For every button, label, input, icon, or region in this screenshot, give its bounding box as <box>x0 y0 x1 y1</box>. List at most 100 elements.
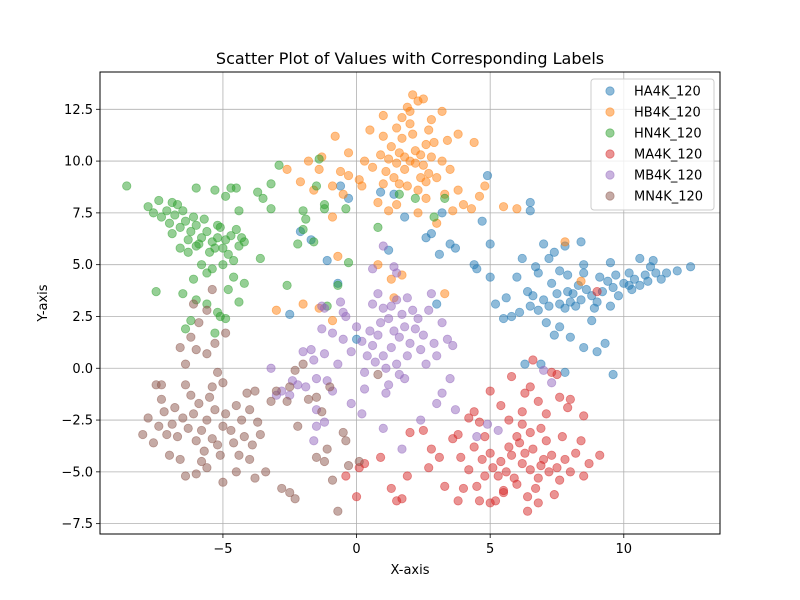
y-tick-label: −7.5 <box>61 517 93 532</box>
data-point <box>402 351 412 361</box>
legend-entry: HA4K_120 <box>605 85 701 100</box>
data-point <box>237 415 247 425</box>
data-point <box>560 237 570 247</box>
data-point <box>285 487 295 498</box>
data-point <box>381 363 391 373</box>
data-point <box>242 388 252 398</box>
data-point <box>311 392 322 402</box>
data-point <box>440 289 450 299</box>
data-point <box>154 195 164 206</box>
data-point <box>418 160 428 170</box>
data-point <box>469 442 479 452</box>
data-point <box>587 316 597 326</box>
data-point <box>474 417 485 427</box>
data-point <box>456 452 466 462</box>
data-point <box>400 322 410 332</box>
legend-marker <box>605 149 615 159</box>
data-point <box>429 137 439 148</box>
data-point <box>311 421 322 431</box>
data-point <box>400 152 410 162</box>
data-point <box>180 380 191 390</box>
data-point <box>303 156 314 166</box>
data-point <box>218 260 228 270</box>
data-point <box>581 284 591 295</box>
data-point <box>533 473 543 483</box>
data-point <box>520 448 530 458</box>
data-point <box>261 467 271 477</box>
data-point <box>413 208 423 218</box>
data-point <box>167 419 177 429</box>
y-tick-label: 0.0 <box>72 362 93 377</box>
data-point <box>539 295 549 305</box>
data-point <box>576 295 586 305</box>
data-point <box>309 436 319 446</box>
data-point <box>389 326 399 336</box>
data-point <box>234 450 244 460</box>
y-tick-label: 7.5 <box>72 206 93 221</box>
data-point <box>434 452 444 462</box>
plot-points <box>122 90 696 516</box>
data-point <box>525 197 535 208</box>
data-point <box>418 94 428 104</box>
data-point <box>595 450 605 460</box>
data-point <box>635 253 645 264</box>
data-point <box>589 303 599 313</box>
data-point <box>343 258 354 268</box>
data-point <box>547 378 557 388</box>
data-point <box>210 243 220 253</box>
data-point <box>301 382 311 392</box>
data-point <box>162 429 172 440</box>
data-point <box>592 287 602 297</box>
data-point <box>432 173 442 183</box>
data-point <box>180 471 191 481</box>
data-point <box>405 427 415 438</box>
data-point <box>624 268 634 278</box>
data-point <box>384 313 394 324</box>
data-point <box>317 301 327 311</box>
data-point <box>180 216 191 226</box>
chart-title: Scatter Plot of Values with Correspondin… <box>216 49 604 68</box>
data-point <box>378 351 388 361</box>
data-point <box>194 318 204 328</box>
data-point <box>648 255 658 266</box>
data-point <box>611 270 621 280</box>
data-point <box>215 450 225 460</box>
data-point <box>539 365 549 375</box>
data-point <box>188 409 199 419</box>
data-point <box>418 330 428 340</box>
data-point <box>547 450 557 460</box>
data-point <box>474 496 485 506</box>
data-point <box>333 280 343 290</box>
data-point <box>271 386 281 396</box>
data-point <box>239 432 249 442</box>
data-point <box>143 202 153 212</box>
data-point <box>482 170 493 181</box>
data-point <box>661 268 672 278</box>
data-point <box>306 345 316 355</box>
data-point <box>605 258 616 268</box>
data-point <box>498 313 509 324</box>
data-point <box>394 179 404 189</box>
data-point <box>408 305 418 315</box>
data-point <box>212 440 223 450</box>
data-point <box>210 185 220 195</box>
data-point <box>453 496 463 506</box>
data-point <box>386 483 396 494</box>
data-point <box>221 191 231 201</box>
data-point <box>378 131 388 141</box>
data-point <box>314 154 324 164</box>
data-point <box>378 179 388 189</box>
data-point <box>402 293 412 303</box>
data-point <box>400 164 410 174</box>
data-point <box>327 475 338 485</box>
data-point <box>311 452 322 462</box>
data-point <box>170 210 180 220</box>
data-point <box>376 187 386 197</box>
data-point <box>408 90 418 100</box>
data-point <box>629 274 640 284</box>
data-point <box>448 434 458 444</box>
data-point <box>608 369 618 380</box>
data-point <box>579 260 589 270</box>
data-point <box>440 193 450 203</box>
data-point <box>172 199 183 210</box>
